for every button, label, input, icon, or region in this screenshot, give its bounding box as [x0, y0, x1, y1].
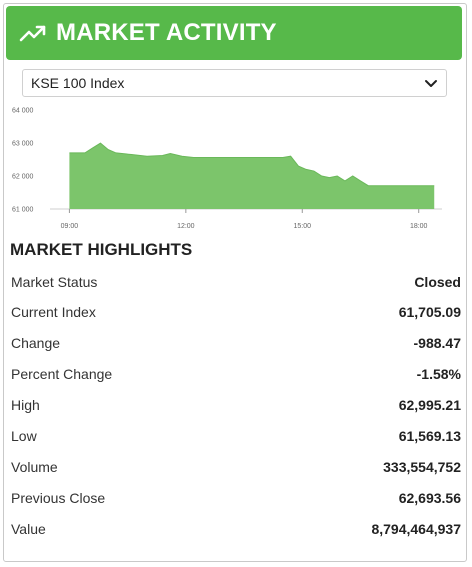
highlight-label: Volume — [11, 458, 58, 475]
highlight-label: High — [11, 397, 40, 414]
index-line — [69, 142, 435, 187]
highlight-row: Previous Close 62,693.56 — [11, 482, 461, 513]
highlight-row: Value 8,794,464,937 — [11, 513, 461, 544]
highlight-value: 62,995.21 — [398, 397, 461, 414]
highlights-title: MARKET HIGHLIGHTS — [10, 240, 193, 259]
index-chart: 61 000 62 000 63 000 64 000 09:00 12:00 15:00… — [12, 108, 442, 230]
widget-header: MARKET ACTIVITY — [6, 6, 462, 60]
widget-title: MARKET ACTIVITY — [56, 19, 277, 46]
index-area — [69, 143, 435, 209]
x-tick-label: 09:00 — [61, 223, 79, 230]
highlight-label: Previous Close — [11, 489, 106, 506]
highlight-label: Market Status — [11, 273, 98, 290]
y-axis: 61 000 62 000 63 000 64 000 — [12, 108, 34, 214]
highlight-label: Low — [11, 428, 37, 444]
chart-series — [69, 142, 435, 209]
highlight-row: High 62,995.21 — [11, 390, 461, 421]
y-tick-label: 61 000 — [12, 207, 34, 214]
index-select[interactable]: KSE 100 Index — [22, 69, 447, 97]
x-tick-label: 18:00 — [410, 223, 428, 230]
y-tick-label: 62 000 — [12, 174, 34, 181]
highlight-value: 62,693.56 — [398, 489, 461, 506]
highlight-label: Percent Change — [11, 366, 113, 383]
highlight-value: -1.58% — [416, 366, 461, 383]
highlight-value: -988.47 — [413, 335, 461, 352]
x-tick-label: 15:00 — [294, 223, 312, 230]
highlight-row: Percent Change -1.58% — [11, 359, 461, 390]
x-axis: 09:00 12:00 15:00 18:00 — [61, 209, 428, 230]
highlight-value: 333,554,752 — [383, 458, 461, 475]
highlight-value: Closed — [414, 273, 461, 290]
y-tick-label: 63 000 — [12, 141, 34, 148]
highlight-row: Volume 333,554,752 — [11, 451, 461, 482]
highlight-row: Change -988.47 — [11, 328, 461, 359]
chevron-down-icon — [425, 80, 437, 87]
x-tick-label: 12:00 — [177, 223, 195, 230]
highlight-row: Current Index 61,705.09 — [11, 297, 461, 328]
highlight-row: Low 61,569.13 — [11, 421, 461, 452]
highlight-label: Change — [11, 335, 61, 352]
highlight-row: Market Status Closed — [11, 266, 461, 297]
index-select-value: KSE 100 Index — [31, 75, 125, 91]
highlight-label: Current Index — [11, 304, 96, 321]
highlight-value: 61,705.09 — [398, 304, 461, 321]
highlight-label: Value — [11, 520, 46, 537]
y-tick-label: 64 000 — [12, 108, 34, 115]
highlight-value: 61,569.13 — [398, 428, 461, 444]
trend-up-icon — [19, 25, 46, 42]
highlight-value: 8,794,464,937 — [371, 520, 461, 537]
